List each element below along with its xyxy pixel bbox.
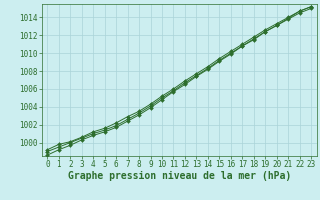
X-axis label: Graphe pression niveau de la mer (hPa): Graphe pression niveau de la mer (hPa) bbox=[68, 171, 291, 181]
